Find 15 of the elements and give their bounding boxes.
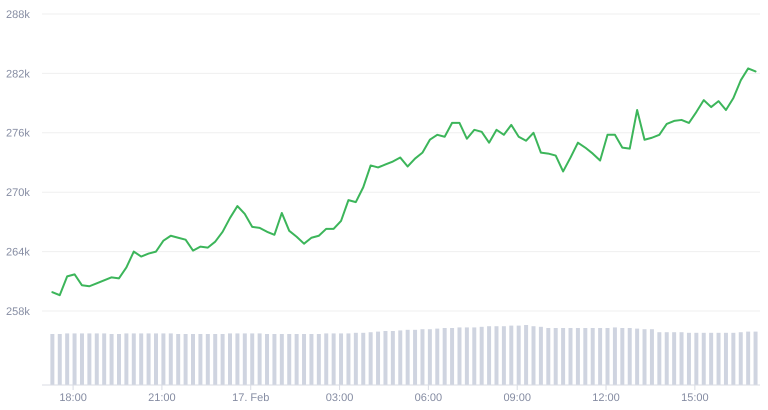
x-tick-label: 18:00 bbox=[59, 392, 87, 404]
y-tick-label: 258k bbox=[6, 306, 30, 318]
x-tick-label: 09:00 bbox=[503, 392, 531, 404]
line-series bbox=[51, 67, 757, 296]
y-tick-label: 264k bbox=[6, 246, 30, 258]
x-tick-label: 15:00 bbox=[681, 392, 709, 404]
y-tick-label: 282k bbox=[6, 68, 30, 80]
x-tick-label: 12:00 bbox=[592, 392, 620, 404]
y-tick-label: 276k bbox=[6, 128, 30, 140]
x-tick-label: 21:00 bbox=[148, 392, 176, 404]
y-tick-label: 288k bbox=[6, 8, 30, 21]
x-tick-label: 03:00 bbox=[326, 392, 354, 404]
y-tick-label: 270k bbox=[6, 187, 30, 200]
x-tick-label: 06:00 bbox=[414, 392, 442, 404]
x-tick-label: 17. Feb bbox=[232, 392, 270, 404]
